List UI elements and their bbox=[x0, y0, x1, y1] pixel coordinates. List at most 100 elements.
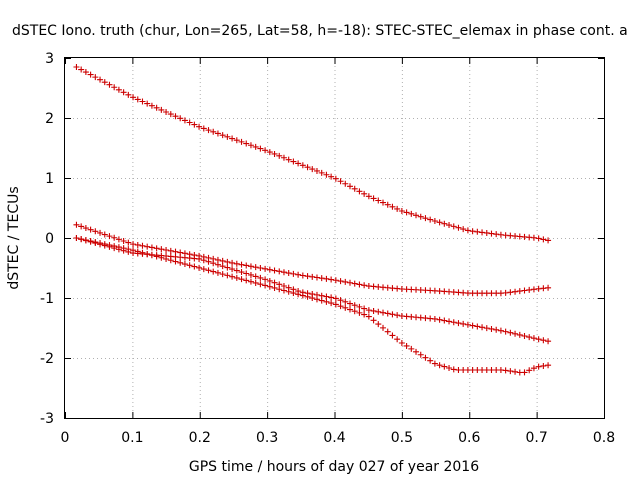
data-point bbox=[210, 128, 217, 135]
data-point bbox=[545, 237, 552, 244]
data-point bbox=[233, 267, 240, 274]
data-point bbox=[507, 289, 514, 296]
data-point bbox=[101, 241, 108, 248]
data-point bbox=[120, 89, 127, 96]
data-point bbox=[365, 193, 372, 200]
data-point bbox=[332, 175, 339, 182]
data-point bbox=[304, 164, 311, 171]
data-point bbox=[167, 111, 174, 118]
data-point bbox=[422, 215, 429, 222]
data-point bbox=[512, 288, 519, 295]
data-point bbox=[507, 368, 514, 375]
data-point bbox=[280, 269, 287, 276]
data-point bbox=[375, 308, 382, 315]
data-point bbox=[106, 233, 113, 240]
data-point bbox=[408, 210, 415, 217]
x-tick-label: 0.4 bbox=[323, 430, 345, 446]
data-point bbox=[516, 331, 523, 338]
data-point bbox=[82, 237, 89, 244]
data-point bbox=[512, 330, 519, 337]
data-point bbox=[266, 283, 273, 290]
data-point bbox=[177, 259, 184, 266]
data-point bbox=[446, 365, 453, 371]
data-point bbox=[460, 320, 467, 327]
data-point bbox=[158, 246, 165, 253]
data-point bbox=[247, 263, 254, 270]
data-point bbox=[328, 300, 335, 307]
data-point bbox=[196, 264, 203, 271]
data-point bbox=[304, 293, 311, 300]
x-tick-labels: 0 0.1 0.2 0.3 0.4 0.5 0.6 0.7 0.8 bbox=[61, 430, 616, 446]
data-point bbox=[106, 242, 113, 249]
x-tick-label: 0.2 bbox=[189, 430, 211, 446]
data-point bbox=[474, 323, 481, 330]
data-point bbox=[167, 257, 174, 264]
data-point bbox=[139, 242, 146, 249]
y-tick-label: -2 bbox=[40, 351, 54, 367]
data-point bbox=[82, 69, 89, 76]
x-tick-label: 0.1 bbox=[121, 430, 143, 446]
data-point bbox=[280, 287, 287, 294]
data-point bbox=[342, 298, 349, 305]
data-point bbox=[101, 231, 108, 238]
data-point bbox=[365, 307, 372, 314]
data-point bbox=[148, 244, 155, 251]
data-point bbox=[502, 289, 509, 296]
data-point bbox=[318, 169, 325, 176]
data-point bbox=[299, 162, 306, 169]
data-point bbox=[139, 98, 146, 105]
series-series-3 bbox=[73, 235, 552, 345]
data-point bbox=[370, 317, 377, 324]
data-point bbox=[238, 138, 245, 145]
data-point bbox=[450, 223, 457, 230]
data-point bbox=[271, 150, 278, 157]
data-point bbox=[87, 226, 94, 233]
data-point bbox=[469, 228, 476, 235]
data-point bbox=[224, 258, 231, 265]
data-point bbox=[139, 249, 146, 256]
data-point bbox=[361, 190, 368, 197]
data-point bbox=[87, 71, 94, 78]
data-point bbox=[431, 217, 438, 224]
data-point bbox=[78, 223, 85, 230]
data-point bbox=[172, 113, 179, 120]
data-point bbox=[422, 354, 429, 361]
data-point bbox=[144, 100, 151, 107]
data-point bbox=[205, 258, 212, 265]
data-point bbox=[516, 288, 523, 295]
data-point bbox=[125, 91, 132, 98]
data-point bbox=[323, 275, 330, 282]
x-tick-label: 0.3 bbox=[256, 430, 278, 446]
data-point bbox=[210, 260, 217, 267]
data-point bbox=[346, 183, 353, 190]
data-point bbox=[337, 303, 344, 310]
x-tick-label: 0.8 bbox=[593, 430, 615, 446]
data-point bbox=[323, 298, 330, 305]
x-tick-label: 0.6 bbox=[458, 430, 480, 446]
data-point bbox=[238, 276, 245, 283]
data-point bbox=[271, 279, 278, 286]
y-tick-label: 2 bbox=[45, 111, 54, 127]
data-point bbox=[417, 351, 424, 358]
data-point bbox=[483, 325, 490, 332]
data-point bbox=[229, 273, 236, 280]
y-tick-label: -3 bbox=[40, 411, 54, 427]
data-point bbox=[328, 294, 335, 301]
data-point bbox=[441, 317, 448, 324]
data-point bbox=[271, 284, 278, 291]
data-point bbox=[153, 253, 160, 260]
data-point bbox=[323, 171, 330, 178]
data-point bbox=[507, 329, 514, 336]
data-point bbox=[125, 239, 132, 246]
data-point bbox=[191, 263, 198, 270]
series-series-2 bbox=[73, 221, 552, 297]
data-point bbox=[210, 268, 217, 275]
data-point bbox=[148, 252, 155, 259]
data-point bbox=[285, 288, 292, 295]
data-point bbox=[158, 254, 165, 261]
x-axis-label: GPS time / hours of day 027 of year 2016 bbox=[189, 459, 479, 475]
data-point bbox=[540, 337, 547, 344]
data-point bbox=[403, 342, 410, 349]
data-point bbox=[488, 230, 495, 237]
